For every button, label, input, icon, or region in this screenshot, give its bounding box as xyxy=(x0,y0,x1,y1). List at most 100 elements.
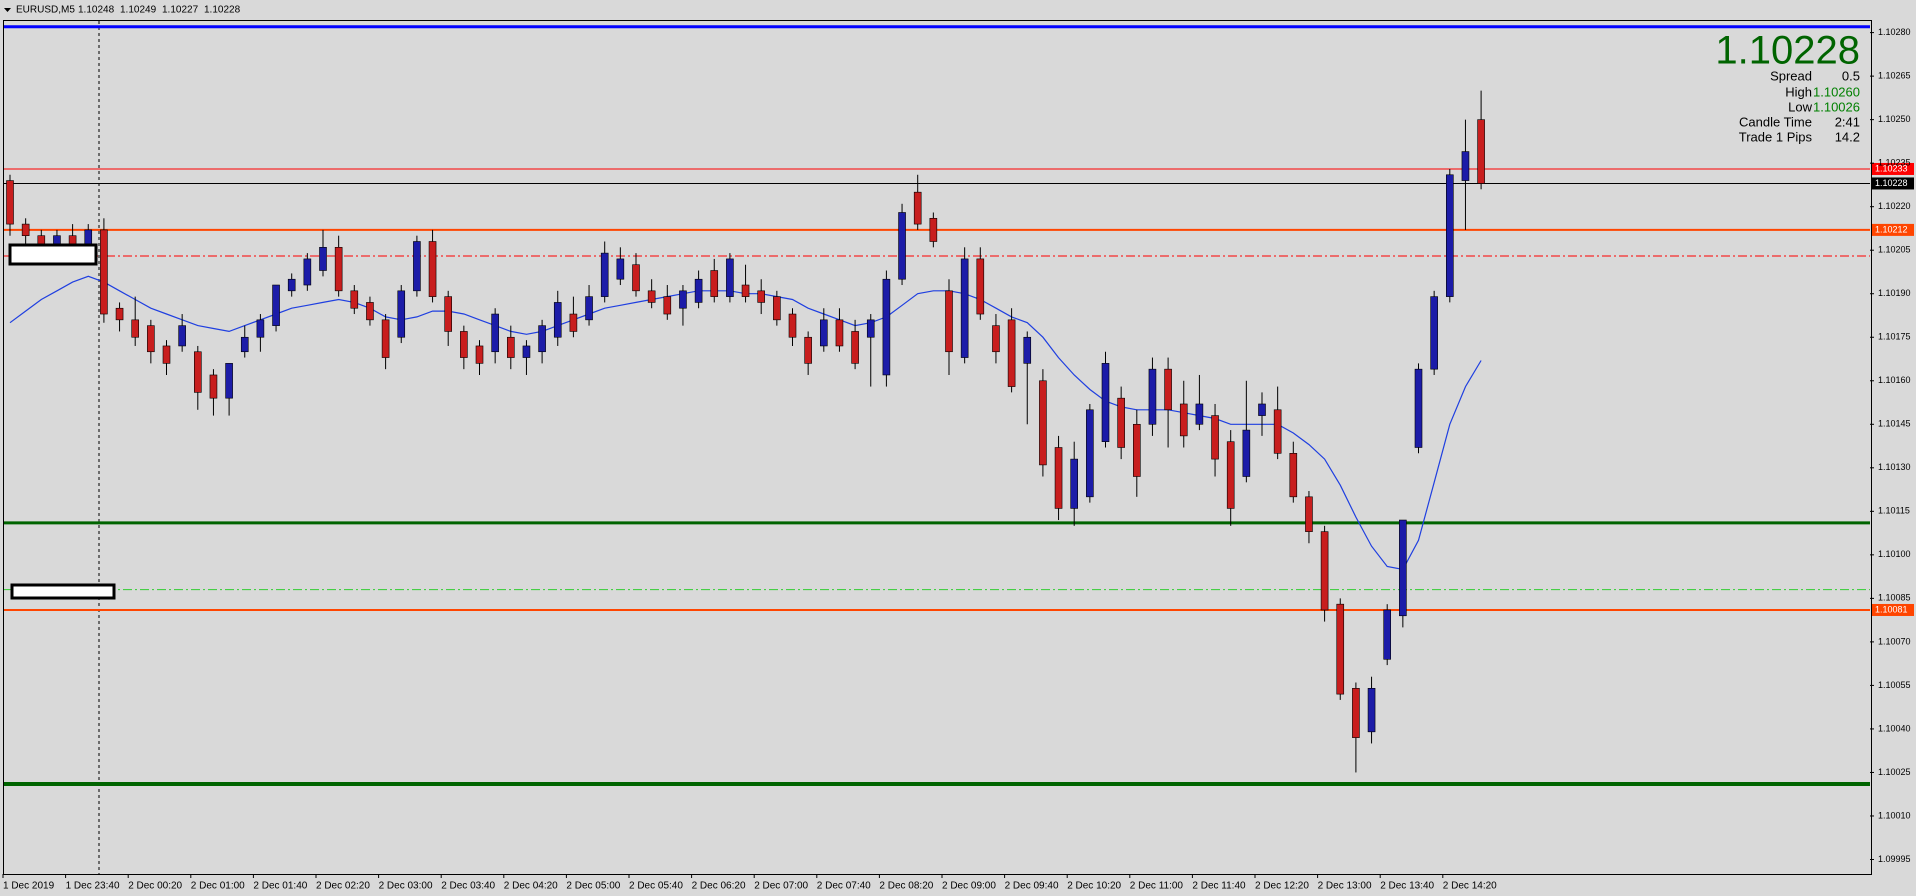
candle-body xyxy=(506,336,515,358)
y-tick-label: 1.10040 xyxy=(1878,723,1911,733)
x-tick-label: 2 Dec 07:40 xyxy=(817,881,871,892)
y-tick-label: 1.10130 xyxy=(1878,462,1911,472)
candle-body xyxy=(632,264,640,292)
candle-body xyxy=(6,180,14,225)
x-tick-label: 2 Dec 04:20 xyxy=(504,881,558,892)
y-tick-label: 1.10235 xyxy=(1878,158,1911,168)
level-tag xyxy=(1872,603,1914,616)
candle-body xyxy=(1101,363,1110,442)
candle-body xyxy=(929,217,938,242)
candle-body xyxy=(1117,397,1125,448)
candle-body xyxy=(679,290,687,309)
x-tick-label: 1 Dec 2019 xyxy=(3,881,55,892)
candle-body xyxy=(1446,174,1454,297)
candle-body xyxy=(491,313,499,353)
y-tick-label: 1.10205 xyxy=(1878,245,1911,255)
info-label: Spread xyxy=(1770,68,1812,83)
candle-body xyxy=(131,319,139,338)
header-price: 1.10228 xyxy=(204,5,241,16)
plot-frame xyxy=(3,20,1872,875)
candle-body xyxy=(1414,368,1423,448)
header-price: 1.10227 xyxy=(162,5,199,16)
candle-body xyxy=(866,319,875,338)
candle-body xyxy=(882,278,891,376)
y-tick-label: 1.10115 xyxy=(1878,506,1910,516)
x-tick-label: 2 Dec 09:40 xyxy=(1005,881,1059,892)
object-box xyxy=(10,583,116,600)
x-tick-label: 2 Dec 07:00 xyxy=(754,881,808,892)
candle-body xyxy=(1054,447,1063,509)
x-tick-label: 2 Dec 05:00 xyxy=(566,881,620,892)
candle-body xyxy=(1320,531,1329,611)
candle-body xyxy=(1273,409,1282,454)
candle-body xyxy=(1430,296,1438,370)
candle-body xyxy=(1211,415,1219,460)
candle-body xyxy=(1148,368,1157,425)
candle-body xyxy=(1305,496,1313,532)
candle-body xyxy=(992,325,1000,353)
candle-body xyxy=(1289,453,1298,498)
candle-body xyxy=(804,336,812,364)
candle-body xyxy=(303,258,312,286)
header-price: 1.10249 xyxy=(120,5,157,16)
info-value: 0.5 xyxy=(1842,68,1860,83)
candle-body xyxy=(819,319,828,347)
info-label: High xyxy=(1785,84,1812,99)
candle-body xyxy=(1383,609,1391,660)
x-tick-label: 2 Dec 11:00 xyxy=(1130,881,1184,892)
y-tick-label: 1.10100 xyxy=(1878,549,1911,559)
candle-body xyxy=(945,290,953,353)
info-value: 1.10026 xyxy=(1813,99,1860,114)
last-price: 1.10228 xyxy=(1715,29,1860,73)
candle-body xyxy=(1007,319,1016,387)
candle-body xyxy=(1023,336,1032,364)
info-value: 14.2 xyxy=(1835,129,1860,144)
candle-body xyxy=(115,307,124,321)
y-tick-label: 1.10145 xyxy=(1878,419,1911,429)
level-tag xyxy=(1872,177,1914,190)
candle-body xyxy=(225,363,233,399)
y-tick-label: 1.09995 xyxy=(1878,854,1911,864)
candle-body xyxy=(256,319,265,338)
y-tick-label: 1.10070 xyxy=(1878,636,1911,646)
level-tag-label: 1.10233 xyxy=(1875,163,1908,173)
y-tick-label: 1.10265 xyxy=(1878,71,1911,81)
y-tick-label: 1.10250 xyxy=(1878,114,1911,124)
candle-body xyxy=(334,247,343,292)
x-tick-label: 2 Dec 12:20 xyxy=(1255,881,1309,892)
candle-body xyxy=(569,313,578,332)
info-label: Low xyxy=(1788,99,1812,114)
candle-body xyxy=(741,284,750,297)
candle-body xyxy=(585,296,593,321)
candle-body xyxy=(428,241,437,297)
menu-icon[interactable] xyxy=(4,8,11,12)
candle-body xyxy=(1195,403,1204,425)
y-tick-label: 1.10280 xyxy=(1878,27,1911,37)
x-tick-label: 2 Dec 09:00 xyxy=(942,881,996,892)
candle-body xyxy=(1133,423,1141,477)
y-tick-label: 1.10055 xyxy=(1878,680,1911,690)
candle-body xyxy=(397,290,406,338)
candle-body xyxy=(616,258,625,280)
candle-body xyxy=(663,296,672,315)
candle-body xyxy=(100,229,108,315)
candle-body xyxy=(1367,688,1376,733)
candle-body xyxy=(1461,151,1470,181)
x-tick-label: 2 Dec 03:40 xyxy=(441,881,495,892)
candle-body xyxy=(694,278,703,303)
y-tick-label: 1.10220 xyxy=(1878,201,1911,211)
x-tick-label: 2 Dec 02:20 xyxy=(316,881,370,892)
candle-body xyxy=(1039,380,1047,466)
candle-body xyxy=(757,290,766,303)
x-tick-label: 2 Dec 01:00 xyxy=(191,881,245,892)
candle-body xyxy=(194,351,202,393)
x-tick-label: 2 Dec 05:40 xyxy=(629,881,683,892)
candle-body xyxy=(1164,368,1172,411)
candle-body xyxy=(475,345,484,364)
candle-body xyxy=(726,258,734,297)
x-tick-label: 2 Dec 03:00 xyxy=(379,881,433,892)
candle-body xyxy=(413,241,421,292)
x-tick-label: 2 Dec 14:20 xyxy=(1443,881,1497,892)
